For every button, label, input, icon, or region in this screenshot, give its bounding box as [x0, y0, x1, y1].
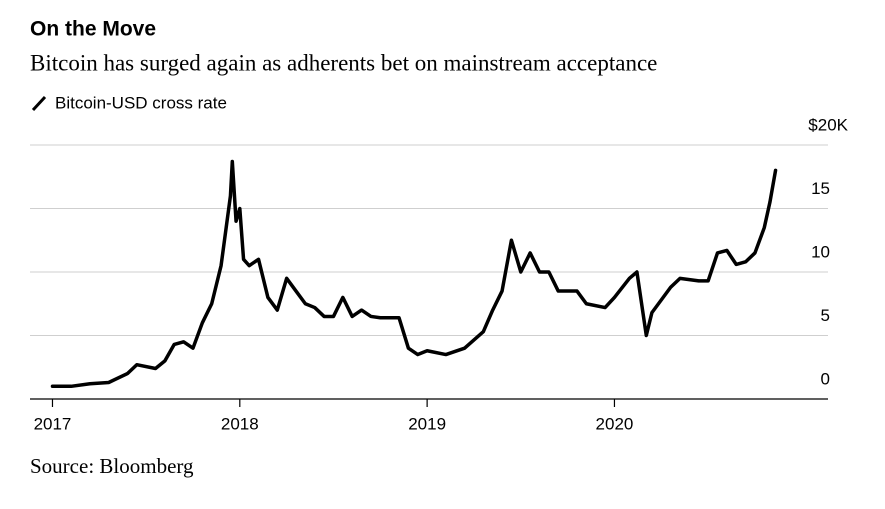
y-tick-label: 10: [811, 242, 830, 261]
y-tick-label: $20K: [808, 115, 848, 134]
chart-title: On the Move: [30, 18, 156, 41]
chart-subtitle: Bitcoin has surged again as adherents be…: [30, 50, 657, 75]
source: Source: Bloomberg: [30, 454, 194, 478]
x-tick-label: 2018: [221, 414, 259, 433]
x-tick-label: 2019: [408, 414, 446, 433]
legend-swatch: [31, 95, 47, 112]
y-tick-label: 15: [811, 179, 830, 198]
x-tick-label: 2017: [34, 414, 72, 433]
line: [50, 159, 778, 389]
x-tick-label: 2020: [596, 414, 634, 433]
y-tick-label: 5: [821, 306, 830, 325]
y-tick-label: 0: [821, 369, 830, 388]
legend-label: Bitcoin-USD cross rate: [55, 93, 227, 112]
